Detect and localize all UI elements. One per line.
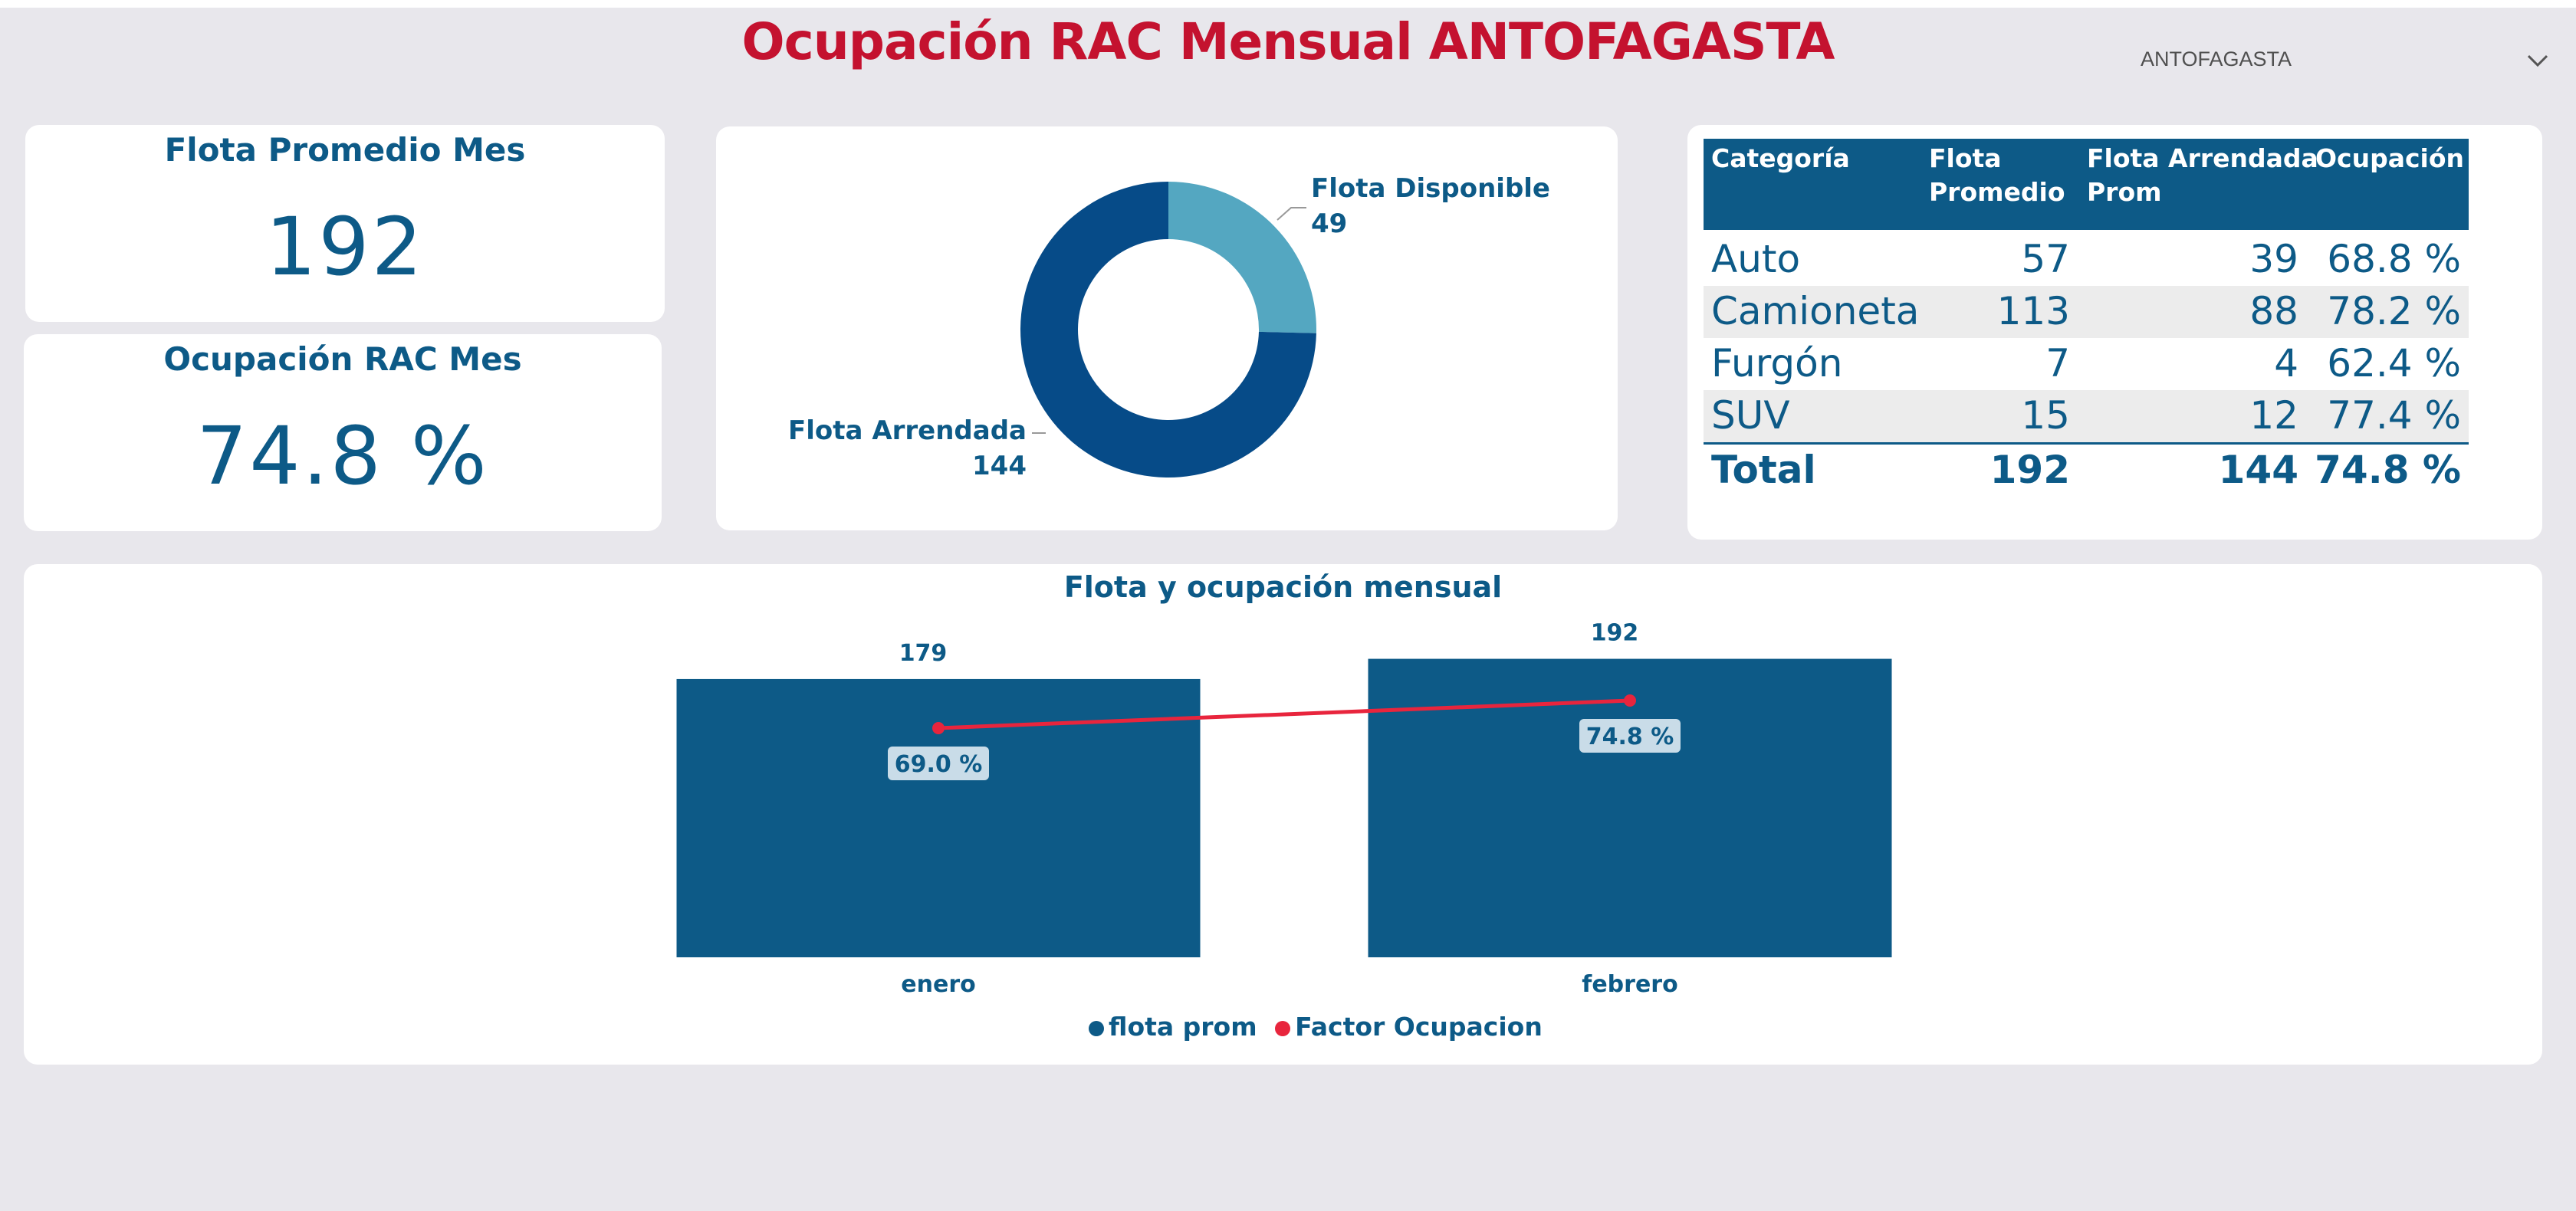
legend-label-flota: flota prom (1109, 1012, 1257, 1042)
table-cell: SUV (1711, 393, 1790, 438)
donut-chart: Flota Disponible 49 Flota Arrendada 144 (788, 173, 1550, 481)
kpi-title-ocupacion: Ocupación RAC Mes (163, 340, 522, 378)
table-row[interactable]: Auto 57 39 68.8 % (1704, 234, 2469, 286)
donut-slice-disponible[interactable] (1168, 182, 1316, 333)
table-cell: 12 (2249, 393, 2298, 438)
table-header-cell[interactable]: Flota Arrendada Prom (2087, 143, 2318, 207)
kpi-card-flota: Flota Promedio Mes 192 (25, 125, 665, 322)
region-slicer[interactable]: ANTOFAGASTA (2139, 43, 2553, 81)
kpi-card-ocupacion: Ocupación RAC Mes 74.8 % (24, 334, 662, 531)
legend-dot-flota (1089, 1020, 1104, 1036)
chart-title: Flota y ocupación mensual (1063, 570, 1503, 604)
table-cell: 113 (1996, 289, 2070, 333)
kpi-value-flota: 192 (265, 200, 425, 294)
table-cell: 4 (2274, 341, 2298, 386)
table-header-cell[interactable]: Ocupación (2315, 143, 2465, 173)
table-cell: 74.8 % (2315, 448, 2461, 492)
table-cell: 68.8 % (2327, 237, 2461, 281)
slicer-value: ANTOFAGASTA (2141, 48, 2292, 71)
table-total-row[interactable]: Total 192 144 74.8 % (1704, 442, 2469, 497)
table-cell: 144 (2218, 448, 2298, 492)
chevron-down-icon[interactable] (2522, 46, 2553, 77)
table-cell: Furgón (1711, 341, 1843, 386)
table-cell: 77.4 % (2327, 393, 2461, 438)
table-cell: 57 (2021, 237, 2070, 281)
legend-item-factor[interactable]: Factor Ocupacion (1275, 1012, 1543, 1042)
donut-value-0: 49 (1311, 208, 1347, 239)
page-title: Ocupación RAC Mensual ANTOFAGASTA (741, 12, 1835, 71)
table-cell: 192 (1990, 448, 2070, 492)
table-cell: 62.4 % (2327, 341, 2461, 386)
table-cell: Total (1711, 448, 1816, 492)
table-cell: 7 (2045, 341, 2070, 386)
table-row[interactable]: Camioneta 113 88 78.2 % (1704, 286, 2469, 338)
donut-label-0: Flota Disponible (1311, 173, 1550, 204)
table-cell: Camioneta (1711, 289, 1920, 333)
table-header-cell[interactable]: Categoría (1711, 143, 1850, 173)
table-cell: 88 (2249, 289, 2298, 333)
top-band (0, 0, 2576, 8)
kpi-value-ocupacion: 74.8 % (196, 409, 489, 503)
table-row[interactable]: Furgón 7 4 62.4 % (1704, 338, 2469, 390)
donut-slice-arrendada[interactable] (1020, 182, 1316, 478)
kpi-title-flota: Flota Promedio Mes (164, 131, 526, 169)
legend-label-factor: Factor Ocupacion (1295, 1012, 1543, 1042)
legend-dot-factor (1275, 1020, 1291, 1036)
table-cell: 78.2 % (2327, 289, 2461, 333)
donut-value-1: 144 (972, 451, 1027, 481)
table-header: Categoría Flota Promedio Flota Arrendada Pro… (1704, 139, 2469, 230)
table-cell: 15 (2021, 393, 2070, 438)
chart-legend: flota prom Factor Ocupacion (1089, 1012, 1552, 1042)
table-cell: Auto (1711, 237, 1801, 281)
table-header-cell[interactable]: Flota Promedio (1929, 143, 2065, 207)
donut-leader-0 (1276, 207, 1306, 221)
table-cell: 39 (2249, 237, 2298, 281)
monthly-chart-card: Flota y ocupación mensual (24, 564, 2542, 1065)
legend-item-flota[interactable]: flota prom (1089, 1012, 1257, 1042)
donut-label-1: Flota Arrendada (788, 415, 1027, 446)
table-row[interactable]: SUV 15 12 77.4 % (1704, 390, 2469, 442)
donut-card: Flota Disponible 49 Flota Arrendada 144 (716, 126, 1618, 530)
